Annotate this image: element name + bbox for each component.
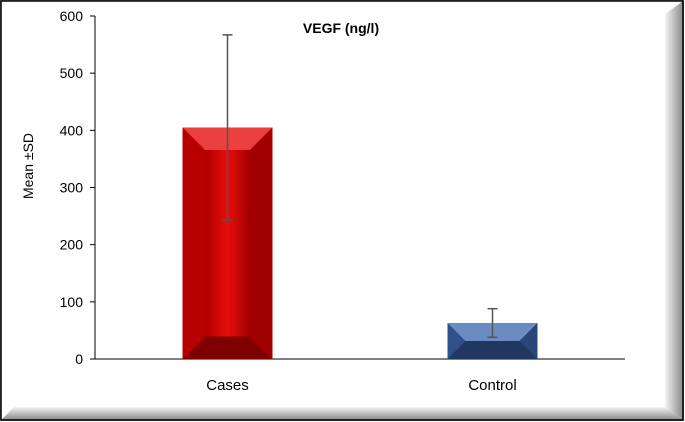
bar-bevel-left	[447, 322, 466, 359]
bar-bevel-left	[182, 127, 205, 359]
error-bar-control	[487, 307, 498, 339]
x-tick-label: Cases	[206, 377, 249, 394]
bar-bevel-right	[250, 127, 273, 359]
y-tick-label: 200	[60, 237, 84, 253]
bar-bevel-bottom	[182, 336, 273, 359]
x-tick-label: Control	[468, 377, 516, 394]
chart-title: VEGF (ng/l)	[303, 20, 379, 36]
y-tick-label: 300	[60, 180, 84, 196]
y-tick-label: 600	[60, 8, 84, 24]
y-tick-label: 400	[60, 122, 84, 138]
bar-bevel-bottom	[447, 340, 538, 359]
plot-area: 0 100 200 300 400 500 600 Cases Control	[60, 8, 625, 394]
y-axis-label: Mean ±SD	[20, 133, 36, 199]
bar-bevel-right	[519, 322, 538, 359]
error-bar-cases	[222, 34, 233, 221]
y-tick-label: 0	[75, 351, 83, 367]
y-tick-label: 100	[60, 294, 84, 310]
bar-control	[447, 322, 538, 359]
y-tick-label: 500	[60, 65, 84, 81]
